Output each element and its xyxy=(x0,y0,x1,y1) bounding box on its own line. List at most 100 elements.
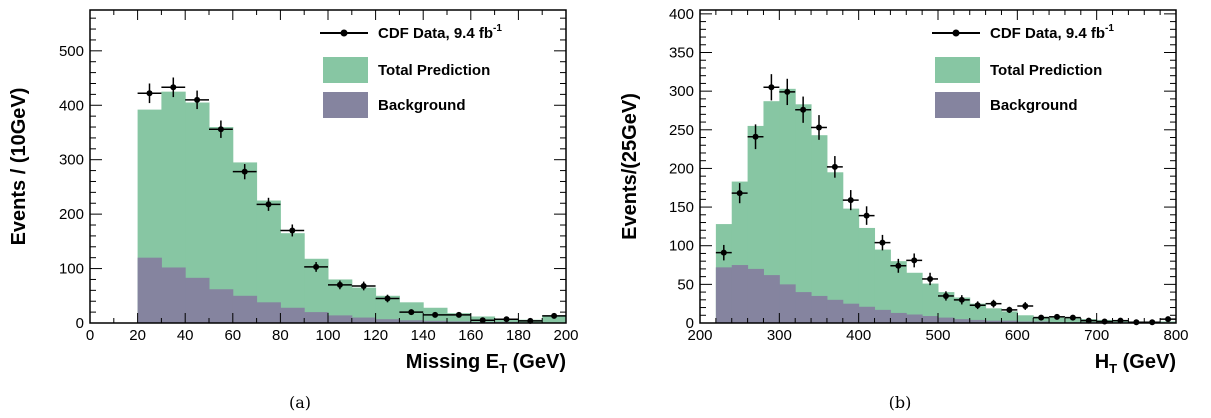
x-tick-label: 500 xyxy=(925,327,950,344)
background-bar xyxy=(1001,320,1018,323)
data-point-marker xyxy=(942,292,949,299)
data-point-marker xyxy=(768,84,775,91)
background-bar xyxy=(890,312,907,323)
data-point xyxy=(185,90,209,110)
data-point-marker xyxy=(170,84,177,91)
data-point-marker xyxy=(895,262,902,269)
x-axis-title: Missing ET (GeV) xyxy=(406,351,566,376)
data-point xyxy=(1033,314,1050,321)
background-bar xyxy=(969,319,987,323)
data-point-marker xyxy=(146,90,153,97)
data-point-marker xyxy=(1165,316,1172,323)
data-point-marker xyxy=(911,257,918,264)
x-tick-label: 200 xyxy=(553,327,578,344)
chart-panel-b: 200 300 400 500 600 700 800 0 50 100 150 200 250 300 3… xyxy=(619,6,1189,412)
y-tick-label: 150 xyxy=(669,199,694,216)
background-bar xyxy=(1033,321,1050,323)
total-prediction-bar xyxy=(779,88,796,324)
background-bar xyxy=(185,277,210,323)
data-point xyxy=(747,124,764,150)
x-tick-label: 160 xyxy=(458,327,483,344)
data-point-marker xyxy=(1022,302,1029,309)
x-tick-label: 700 xyxy=(1084,327,1109,344)
data-point-marker xyxy=(408,309,415,316)
total-prediction-bar xyxy=(953,297,971,323)
data-point-marker xyxy=(863,212,870,219)
background-bar xyxy=(447,321,472,323)
data-point xyxy=(1112,317,1129,324)
total-prediction-bar xyxy=(985,308,1002,323)
data-point-marker xyxy=(1149,319,1156,326)
data-point xyxy=(375,294,400,303)
legend-total-swatch xyxy=(323,57,368,83)
legend-background-swatch xyxy=(323,92,368,118)
total-prediction-bar xyxy=(795,104,812,323)
data-point xyxy=(542,312,566,319)
background-bar xyxy=(137,257,162,323)
background-bar xyxy=(953,319,971,323)
data-point-marker xyxy=(455,311,462,318)
legend-data-label: CDF Data, 9.4 fb-1 xyxy=(378,23,502,42)
data-point-marker xyxy=(720,249,727,256)
panel-caption: (b) xyxy=(889,393,912,412)
legend-total-swatch xyxy=(935,57,980,83)
data-point xyxy=(826,156,843,178)
y-tick-label: 500 xyxy=(59,43,84,60)
background-bar xyxy=(906,314,923,323)
data-point xyxy=(985,299,1002,308)
data-point xyxy=(470,317,495,324)
total-prediction-bar xyxy=(890,261,907,323)
x-tick-label: 800 xyxy=(1163,327,1188,344)
y-tick-label: 250 xyxy=(669,122,694,139)
x-tick-label: 20 xyxy=(129,327,146,344)
data-point-marker xyxy=(432,311,439,318)
data-point xyxy=(890,258,907,273)
data-point-marker xyxy=(752,133,759,140)
data-point-marker xyxy=(1117,317,1124,324)
background-bar xyxy=(731,265,749,323)
data-point-marker xyxy=(974,302,981,309)
y-tick-label: 400 xyxy=(59,97,84,114)
x-tick-label: 120 xyxy=(363,327,388,344)
background-bar xyxy=(922,316,939,323)
total-prediction-bar xyxy=(1001,311,1018,323)
legend: CDF Data, 9.4 fb-1 Total Prediction Backgr… xyxy=(932,23,1114,118)
background-bar xyxy=(715,267,733,323)
x-tick-label: 100 xyxy=(315,327,340,344)
data-point-marker xyxy=(289,227,296,234)
data-point xyxy=(1064,314,1081,321)
background-bar xyxy=(842,303,860,323)
background-bar xyxy=(779,284,796,323)
total-prediction-bar xyxy=(1049,317,1066,323)
data-point-marker xyxy=(479,317,486,324)
data-point xyxy=(447,311,471,318)
x-tick-label: 80 xyxy=(272,327,289,344)
background-bar xyxy=(328,315,353,323)
total-prediction-bar xyxy=(842,208,860,323)
x-tick-label: 600 xyxy=(1005,327,1030,344)
y-tick-label: 200 xyxy=(669,160,694,177)
total-prediction-bar xyxy=(763,101,780,323)
legend-total-label: Total Prediction xyxy=(990,62,1102,79)
legend: CDF Data, 9.4 fb-1 Total Prediction Backgr… xyxy=(320,23,502,118)
data-point xyxy=(1049,313,1065,320)
data-point-marker xyxy=(265,201,272,208)
x-tick-label: 300 xyxy=(767,327,792,344)
legend-background-label: Background xyxy=(990,97,1078,114)
background-bar xyxy=(161,267,186,323)
total-prediction-bar xyxy=(351,287,377,323)
data-point-marker xyxy=(1133,319,1140,326)
panel-caption: (a) xyxy=(289,393,311,412)
chart-panel-a: 0 20 40 60 80 100 120 140 160 180 200 0 100 200 300 400… xyxy=(8,9,579,412)
data-point xyxy=(161,77,186,98)
data-point-marker xyxy=(241,168,248,175)
y-tick-label: 100 xyxy=(59,261,84,278)
total-prediction-bar xyxy=(447,313,472,323)
y-tick-label: 400 xyxy=(669,6,694,23)
legend-total-label: Total Prediction xyxy=(378,62,490,79)
background-bar xyxy=(874,309,891,323)
data-point-marker xyxy=(336,281,343,288)
total-prediction-bar xyxy=(969,303,987,323)
data-point-marker xyxy=(879,239,886,246)
